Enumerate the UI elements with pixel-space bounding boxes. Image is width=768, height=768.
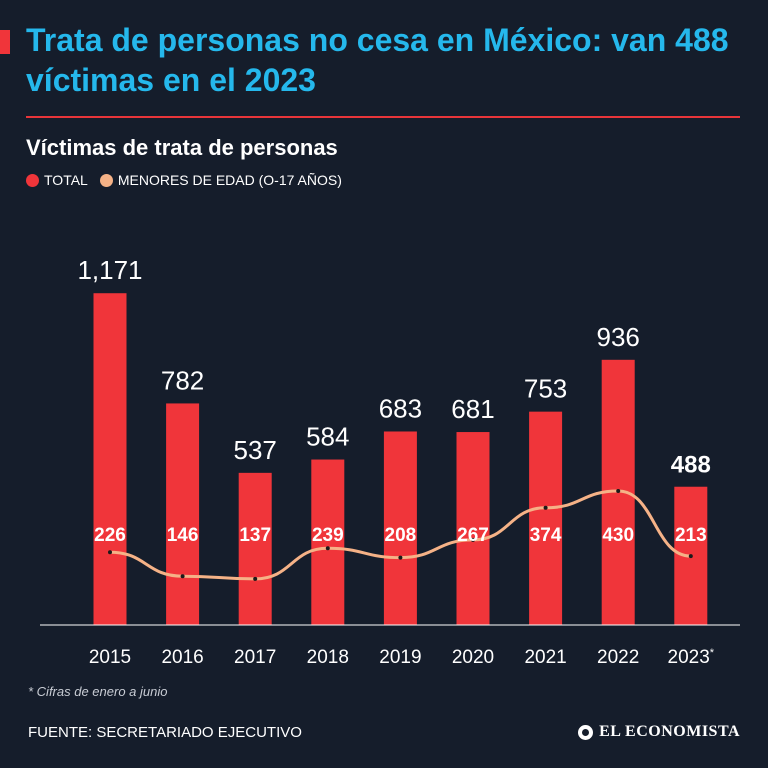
bar-value-label-2016: 782 xyxy=(161,365,204,395)
point-menores-2019 xyxy=(398,555,403,560)
point-label-menores-2018: 239 xyxy=(312,525,344,546)
chart-legend: TOTAL MENORES DE EDAD (O-17 AÑOS) xyxy=(26,172,354,188)
brand-logo: EL ECONOMISTA xyxy=(578,723,740,741)
bar-value-label-2022: 936 xyxy=(597,322,640,352)
bar-value-label-2020: 681 xyxy=(451,394,494,424)
point-label-menores-2016: 146 xyxy=(167,525,199,546)
legend-item-total: TOTAL xyxy=(26,172,88,188)
bar-total-2017 xyxy=(238,472,272,625)
bar-total-2016 xyxy=(166,403,200,625)
bar-total-2015 xyxy=(93,293,127,625)
page-title: Trata de personas no cesa en México: van… xyxy=(26,22,729,98)
point-label-menores-2023: 213 xyxy=(675,525,707,546)
legend-swatch-menores xyxy=(99,173,113,187)
point-menores-2017 xyxy=(253,576,258,581)
legend-label-total: TOTAL xyxy=(44,172,88,188)
bar-value-label-2019: 683 xyxy=(379,393,422,423)
point-label-menores-2020: 267 xyxy=(457,525,489,546)
series-line-menores xyxy=(109,489,691,581)
x-tick-label-2021: 2021 xyxy=(524,647,566,668)
bar-value-label-2017: 537 xyxy=(234,435,277,465)
brand-name: EL ECONOMISTA xyxy=(599,723,740,740)
point-label-menores-2021: 374 xyxy=(530,525,562,546)
x-tick-label-2019: 2019 xyxy=(379,647,421,668)
source-note: FUENTE: SECRETARIADO EJECUTIVO xyxy=(28,724,302,741)
brand-icon xyxy=(578,724,594,740)
bar-value-label-2018: 584 xyxy=(306,422,349,452)
point-label-menores-2019: 208 xyxy=(385,525,417,546)
point-menores-2018 xyxy=(325,546,330,551)
point-menores-2021 xyxy=(543,505,548,510)
point-menores-2023 xyxy=(688,554,693,559)
legend-label-menores: MENORES DE EDAD (O-17 AÑOS) xyxy=(117,172,342,188)
footnote: * Cifras de enero a junio xyxy=(28,684,168,699)
x-tick-label-2023: 2023* xyxy=(668,647,715,668)
x-tick-label-2020: 2020 xyxy=(452,647,494,668)
legend-item-menores: MENORES DE EDAD (O-17 AÑOS) xyxy=(99,172,342,188)
point-label-menores-2017: 137 xyxy=(239,525,271,546)
title-accent-bar xyxy=(0,30,10,54)
title-divider xyxy=(26,116,740,118)
x-tick-label-2015: 2015 xyxy=(89,647,131,668)
point-menores-2015 xyxy=(108,550,112,555)
point-label-menores-2022: 430 xyxy=(602,525,634,546)
bar-value-label-2015: 1,171 xyxy=(77,255,142,285)
legend-swatch-total xyxy=(26,173,39,187)
point-menores-2020 xyxy=(471,537,475,542)
x-tick-label-2022: 2022 xyxy=(597,647,639,668)
point-label-menores-2015: 226 xyxy=(94,525,126,546)
x-tick-label-2016: 2016 xyxy=(161,647,203,668)
bar-total-2018 xyxy=(311,459,345,625)
bar-total-2021 xyxy=(529,411,563,625)
bar-total-2019 xyxy=(383,431,417,625)
bar-total-2020 xyxy=(456,432,490,625)
chart-title: Víctimas de trata de personas xyxy=(26,135,338,160)
point-menores-2016 xyxy=(180,574,185,579)
bar-value-label-2023: 488 xyxy=(671,452,711,479)
x-tick-label-2017: 2017 xyxy=(234,647,276,668)
point-menores-2022 xyxy=(616,489,621,493)
bar-value-label-2021: 753 xyxy=(524,374,567,404)
x-tick-label-2018: 2018 xyxy=(307,647,349,668)
